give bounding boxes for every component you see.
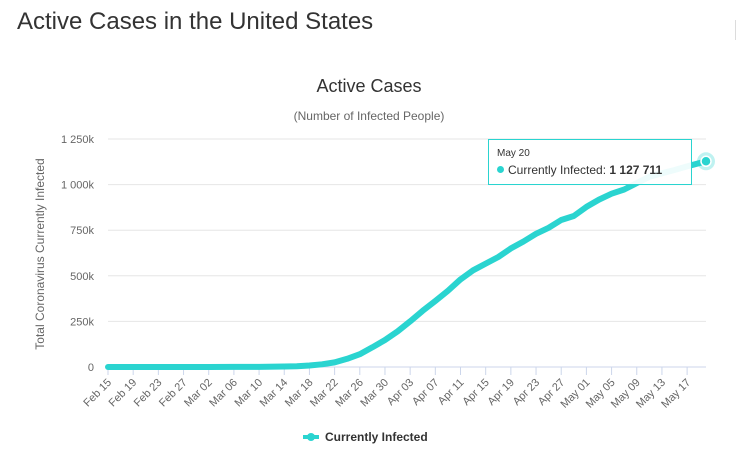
page-heading: Active Cases in the United States — [17, 8, 374, 35]
y-axis-ticks: 0 250k 500k 750k 1 000k 1 250k — [61, 134, 95, 374]
x-tick-label: Apr 15 — [460, 377, 491, 408]
x-tick-label: Apr 07 — [410, 377, 441, 408]
tooltip-series-dot — [497, 166, 504, 173]
x-tick-label: Mar 30 — [358, 377, 391, 410]
x-tick-label: Apr 03 — [385, 377, 416, 408]
legend-dot-symbol — [307, 433, 315, 441]
y-axis-title: Total Coronavirus Currently Infected — [33, 158, 47, 349]
x-tick-label: Apr 11 — [436, 377, 467, 408]
tooltip-series-name: Currently Infected — [508, 163, 603, 177]
legend-label: Currently Infected — [325, 430, 428, 444]
tooltip-row: Currently Infected: 1 127 711 — [497, 163, 683, 177]
chart-subtitle: (Number of Infected People) — [294, 109, 445, 123]
y-tick-label: 500k — [70, 271, 94, 283]
chart-title: Active Cases — [316, 76, 421, 96]
data-tooltip: May 20 Currently Infected: 1 127 711 — [488, 139, 692, 185]
scrollbar-edge — [735, 20, 736, 40]
y-tick-label: 750k — [70, 225, 94, 237]
series-currently-infected[interactable] — [105, 152, 715, 370]
y-tick-label: 1 000k — [61, 180, 95, 192]
x-tick-label: Apr 19 — [486, 377, 517, 408]
highlight-point[interactable] — [700, 155, 712, 168]
series-line — [105, 158, 709, 370]
y-tick-label: 250k — [70, 316, 94, 328]
legend[interactable]: Currently Infected — [303, 430, 428, 444]
y-tick-label: 1 250k — [61, 134, 95, 146]
x-tick-label: Apr 23 — [511, 377, 542, 408]
tooltip-value: 1 127 711 — [609, 163, 663, 177]
y-tick-label: 0 — [88, 362, 94, 374]
tooltip-date: May 20 — [497, 148, 530, 159]
